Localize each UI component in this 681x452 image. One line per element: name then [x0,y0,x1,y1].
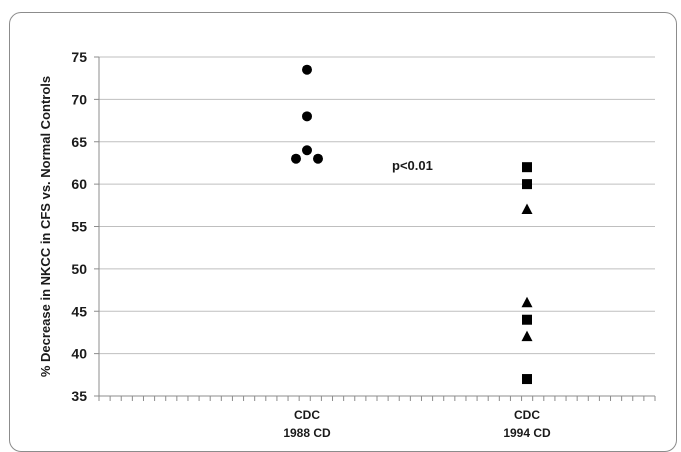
data-point-square [522,314,532,325]
axes [94,56,656,401]
y-tick-label: 70 [71,91,87,107]
y-tick-label: 45 [71,303,87,319]
y-tick-label: 50 [71,261,87,277]
data-point-square [522,179,532,190]
y-tick-label: 35 [71,388,87,404]
y-tick-label: 60 [71,176,87,192]
p-value-annotation: p<0.01 [392,158,433,173]
x-category-label-line2: 1988 CD [283,426,331,440]
data-points [291,64,533,385]
y-tick-label: 75 [71,49,87,65]
data-point-circle [313,153,323,164]
chart-frame [9,12,677,452]
x-category-label-line1: CDC [514,408,540,422]
grid-lines [99,56,655,355]
y-tick-label: 65 [71,134,87,150]
data-point-triangle [521,330,533,342]
data-point-square [522,162,532,173]
data-point-triangle [521,203,533,215]
data-point-circle [291,153,301,164]
data-point-circle [302,111,312,122]
x-category-labels: CDC 1988 CD CDC 1994 CD [283,408,551,440]
x-category-label-line2: 1994 CD [503,426,551,440]
y-tick-label: 55 [71,219,87,235]
y-tick-label: 40 [71,346,87,362]
y-tick-labels: 35 40 45 50 55 60 65 70 75 [71,49,87,404]
data-point-circle [302,64,312,75]
x-category-label-line1: CDC [294,408,320,422]
data-point-triangle [521,296,533,308]
y-axis-title: % Decrease in NKCC in CFS vs. Normal Con… [38,76,53,377]
data-point-square [522,374,532,385]
data-point-circle [302,145,312,156]
